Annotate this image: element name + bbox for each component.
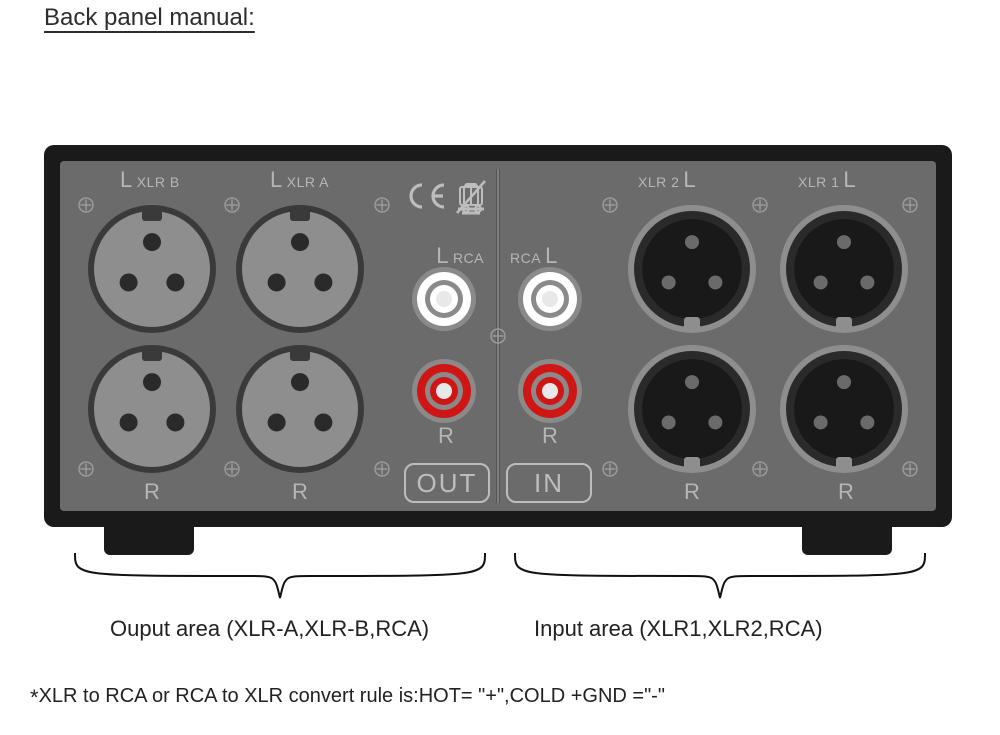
out-badge: OUT	[404, 463, 490, 503]
jack-xlr1-r[interactable]	[780, 345, 908, 478]
jack-xlr-b-l[interactable]	[88, 205, 216, 338]
jack-xlr-b-r[interactable]	[88, 345, 216, 478]
in-badge: IN	[506, 463, 592, 503]
brace-input	[510, 548, 930, 603]
jack-xlr2-l[interactable]	[628, 205, 756, 338]
label-xlr-b-l: LXLR B	[120, 167, 180, 193]
input-area: RCAL XLR 2L XLR 1L	[498, 161, 936, 511]
ce-icon	[406, 181, 448, 216]
jack-xlr1-l[interactable]	[780, 205, 908, 338]
jack-rca-in-r[interactable]	[518, 359, 582, 428]
brace-output	[70, 548, 490, 603]
rlabel-rca-in: R	[542, 423, 558, 449]
page-title: Back panel manual:	[44, 4, 265, 32]
jack-xlr-a-r[interactable]	[236, 345, 364, 478]
label-xlr2-l: XLR 2L	[638, 167, 696, 193]
rlabel-xlr1: R	[838, 479, 854, 505]
rlabel-rca-out: R	[438, 423, 454, 449]
rlabel-xlr-b: R	[144, 479, 160, 505]
jack-xlr-a-l[interactable]	[236, 205, 364, 338]
output-area: LXLR B LXLR A LRCA	[60, 161, 498, 511]
caption-output: Ouput area (XLR-A,XLR-B,RCA)	[110, 616, 429, 642]
rlabel-xlr-a: R	[292, 479, 308, 505]
jack-rca-in-l[interactable]	[518, 267, 582, 336]
screw-icon	[374, 197, 390, 213]
rlabel-xlr2: R	[684, 479, 700, 505]
jack-rca-out-l[interactable]	[412, 267, 476, 336]
screw-icon	[602, 197, 618, 213]
jack-xlr2-r[interactable]	[628, 345, 756, 478]
label-rca-l-out: LRCA	[436, 243, 484, 269]
back-plate: LXLR B LXLR A LRCA	[60, 161, 936, 511]
label-xlr-a-l: LXLR A	[270, 167, 329, 193]
jack-rca-out-r[interactable]	[412, 359, 476, 428]
caption-input: Input area (XLR1,XLR2,RCA)	[534, 616, 823, 642]
footnote: *XLR to RCA or RCA to XLR convert rule i…	[30, 685, 665, 711]
screw-icon	[374, 461, 390, 477]
chassis: LXLR B LXLR A LRCA	[44, 145, 952, 527]
label-rca-l-in: RCAL	[510, 243, 558, 269]
label-xlr1-l: XLR 1L	[798, 167, 856, 193]
weee-icon	[452, 177, 490, 224]
screw-icon	[602, 461, 618, 477]
